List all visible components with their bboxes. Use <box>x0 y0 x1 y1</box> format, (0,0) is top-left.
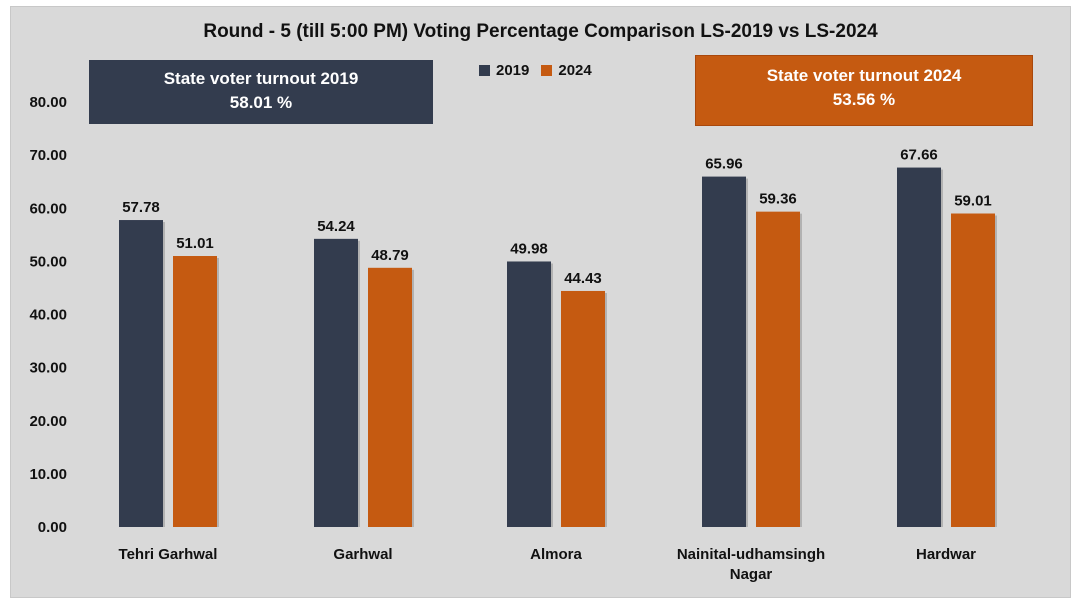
bar-2024 <box>951 213 995 527</box>
legend: 2019 2024 <box>479 62 592 79</box>
data-label-2024: 48.79 <box>371 247 409 264</box>
bar-shadow <box>551 263 553 527</box>
chart-frame: Round - 5 (till 5:00 PM) Voting Percenta… <box>10 6 1071 598</box>
y-tick-label: 30.00 <box>29 360 67 377</box>
bar-shadow <box>605 292 607 527</box>
turnout-2019-label: State voter turnout 2019 <box>163 69 359 88</box>
y-tick-label: 60.00 <box>29 200 67 217</box>
bar-chart: 0.00 10.00 20.00 30.00 40.00 50.00 60.00 70.00 8… <box>29 94 997 583</box>
y-tick-label: 80.00 <box>29 94 67 111</box>
category-label: Nainital-udhamsingh <box>677 546 825 563</box>
data-label-2019: 65.96 <box>705 156 743 173</box>
bar-shadow <box>412 269 414 527</box>
bar-shadow <box>163 222 165 527</box>
data-label-2024: 44.43 <box>564 270 602 287</box>
legend-item-2024: 2024 <box>541 62 592 79</box>
turnout-2024-box: State voter turnout 2024 53.56 % <box>695 55 1033 126</box>
bar-shadow <box>800 213 802 527</box>
data-label-2019: 49.98 <box>510 240 548 257</box>
bar-2019 <box>507 261 551 527</box>
legend-label-2024: 2024 <box>558 62 592 79</box>
data-label-2019: 57.78 <box>122 199 160 216</box>
bar-2019 <box>702 176 746 527</box>
category-label: Nagar <box>730 566 773 583</box>
bar-shadow <box>217 258 219 527</box>
data-label-2024: 51.01 <box>176 235 214 252</box>
data-label-2019: 67.66 <box>900 147 938 164</box>
chart-title: Round - 5 (till 5:00 PM) Voting Percenta… <box>203 21 878 42</box>
bar-2024 <box>368 267 412 527</box>
bar-shadow <box>358 240 360 527</box>
turnout-2024-value: 53.56 % <box>832 90 896 109</box>
turnout-2019-box: State voter turnout 2019 58.01 % <box>89 60 433 124</box>
y-tick-label: 40.00 <box>29 307 67 324</box>
y-tick-label: 70.00 <box>29 147 67 164</box>
y-tick-label: 10.00 <box>29 466 67 483</box>
category-label: Tehri Garhwal <box>119 546 218 563</box>
y-tick-label: 20.00 <box>29 413 67 430</box>
legend-swatch-2024 <box>541 65 553 76</box>
category-label: Almora <box>530 546 582 563</box>
legend-swatch-2019 <box>479 65 490 76</box>
bar-2019 <box>897 167 941 527</box>
data-label-2024: 59.36 <box>759 191 797 208</box>
data-label-2019: 54.24 <box>317 218 355 235</box>
bar-2024 <box>561 290 605 527</box>
category-label: Garhwal <box>333 546 392 563</box>
y-tick-label: 50.00 <box>29 253 67 270</box>
turnout-2024-label: State voter turnout 2024 <box>766 66 962 85</box>
category-label: Hardwar <box>916 546 976 563</box>
bar-2024 <box>173 256 217 527</box>
bar-2019 <box>119 220 163 527</box>
y-tick-label: 0.00 <box>38 519 67 536</box>
bar-2019 <box>314 238 358 527</box>
bar-2024 <box>756 211 800 527</box>
bar-shadow <box>746 178 748 527</box>
turnout-2019-value: 58.01 % <box>229 93 293 112</box>
data-label-2024: 59.01 <box>954 193 992 210</box>
bar-shadow <box>995 215 997 527</box>
bar-shadow <box>941 169 943 527</box>
legend-label-2019: 2019 <box>496 62 530 79</box>
legend-item-2019: 2019 <box>479 62 529 79</box>
